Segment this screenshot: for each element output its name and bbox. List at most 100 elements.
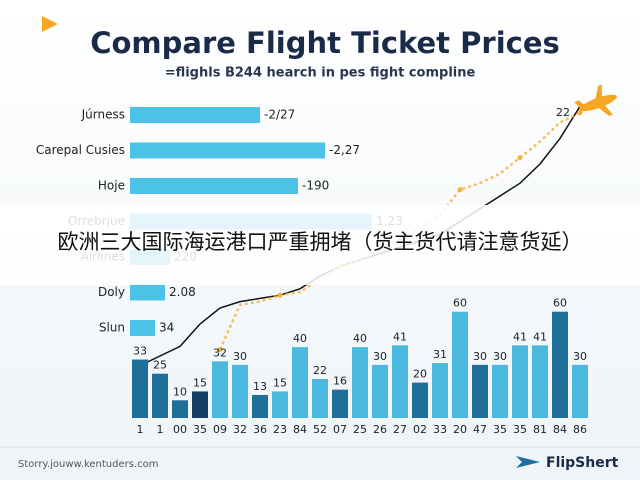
x-tick-label: 26: [373, 423, 387, 436]
bar-value-label: 25: [153, 359, 167, 372]
value-label: 2.08: [169, 285, 196, 299]
x-tick-label: 35: [513, 423, 527, 436]
trend-point: [277, 292, 283, 298]
brand-icon: [516, 456, 540, 468]
bar: [292, 347, 308, 418]
category-label: Carepal Cusies: [36, 143, 125, 157]
bar-value-label: 41: [393, 330, 407, 343]
bar: [132, 359, 148, 418]
bar: [372, 364, 388, 418]
bar: [532, 345, 548, 418]
hbar: [130, 107, 260, 123]
bar-value-label: 30: [573, 350, 587, 363]
bar-value-label: 13: [253, 380, 267, 393]
category-label: Slun: [99, 321, 125, 335]
hbar: [130, 142, 325, 159]
value-label: -190: [302, 179, 329, 193]
x-tick-label: 47: [473, 423, 487, 436]
bar: [332, 389, 348, 418]
x-tick-label: 84: [293, 423, 307, 436]
trend-point: [457, 187, 463, 193]
x-tick-label: 1: [157, 423, 164, 436]
bar-value-label: 33: [133, 345, 147, 358]
bar: [432, 363, 448, 418]
bar: [152, 373, 168, 418]
bar-value-label: 30: [373, 350, 387, 363]
bar-value-label: 15: [273, 376, 287, 389]
bar: [552, 311, 568, 418]
value-label: -2,27: [329, 143, 360, 157]
bar-value-label: 31: [433, 348, 447, 361]
bar-value-label: 32: [213, 346, 227, 359]
banner-bg: [0, 205, 640, 285]
bar: [572, 364, 588, 418]
x-tick-label: 86: [573, 423, 587, 436]
plane-icon: [574, 84, 617, 116]
banner-text: 欧洲三大国际海运港口严重拥堵（货主货代请注意货延）: [58, 230, 583, 254]
bar-value-label: 41: [513, 330, 527, 343]
bar: [252, 394, 268, 418]
x-tick-label: 33: [433, 423, 447, 436]
bar: [212, 361, 228, 418]
x-tick-label: 84: [553, 423, 567, 436]
category-label: Hoje: [98, 179, 125, 193]
bar-value-label: 40: [293, 332, 307, 345]
x-tick-label: 00: [173, 423, 187, 436]
x-tick-label: 07: [333, 423, 347, 436]
category-label: Doly: [98, 285, 125, 299]
bar: [272, 391, 288, 418]
footer-source: Storry.jouww.kentuders.com: [18, 459, 159, 470]
bar-value-label: 15: [193, 376, 207, 389]
title: Compare Flight Ticket Prices: [90, 26, 560, 60]
plot: 22 Júrness -2/27 Carepal Cusies -2,27 Hoje -19…: [36, 106, 588, 436]
bar-value-label: 30: [233, 350, 247, 363]
bar: [392, 345, 408, 418]
bar-value-label: 60: [553, 297, 567, 310]
trend-point: [517, 155, 523, 161]
bar: [192, 391, 208, 418]
bar-value-label: 60: [453, 297, 467, 310]
logo-mark: [42, 16, 58, 32]
bar: [412, 382, 428, 418]
x-tick-label: 81: [533, 423, 547, 436]
x-tick-label: 02: [413, 423, 427, 436]
bar: [452, 311, 468, 418]
category-label: Júrness: [81, 108, 125, 122]
x-tick-label: 27: [393, 423, 407, 436]
bar-value-label: 16: [333, 375, 347, 388]
annotation: 22: [556, 106, 570, 119]
trend-point: [217, 347, 223, 353]
subtitle: =flighls B244 hearch in pes fight compli…: [165, 66, 476, 81]
x-tick-label: 52: [313, 423, 327, 436]
bar: [492, 364, 508, 418]
bar-value-label: 22: [313, 364, 327, 377]
bar-value-label: 30: [493, 350, 507, 363]
x-tick-label: 35: [193, 423, 207, 436]
hbar: [130, 320, 155, 336]
x-tick-label: 20: [453, 423, 467, 436]
value-label: -2/27: [264, 108, 295, 122]
bar-value-label: 30: [473, 350, 487, 363]
x-tick-label: 1: [137, 423, 144, 436]
bar-value-label: 10: [173, 385, 187, 398]
bar: [352, 347, 368, 418]
x-tick-label: 25: [353, 423, 367, 436]
bar: [512, 345, 528, 418]
x-tick-label: 23: [273, 423, 287, 436]
bar-value-label: 20: [413, 368, 427, 381]
trend-point: [577, 110, 583, 116]
hbar: [130, 284, 165, 301]
x-tick-label: 35: [493, 423, 507, 436]
bar: [312, 379, 328, 418]
bar-value-label: 41: [533, 330, 547, 343]
bar: [232, 364, 248, 418]
x-tick-label: 36: [253, 423, 267, 436]
hbar: [130, 178, 298, 194]
x-tick-label: 32: [233, 423, 247, 436]
bar: [172, 400, 188, 418]
value-label: 34: [159, 321, 174, 335]
bar: [472, 364, 488, 418]
x-tick-label: 09: [213, 423, 227, 436]
bar-value-label: 40: [353, 332, 367, 345]
